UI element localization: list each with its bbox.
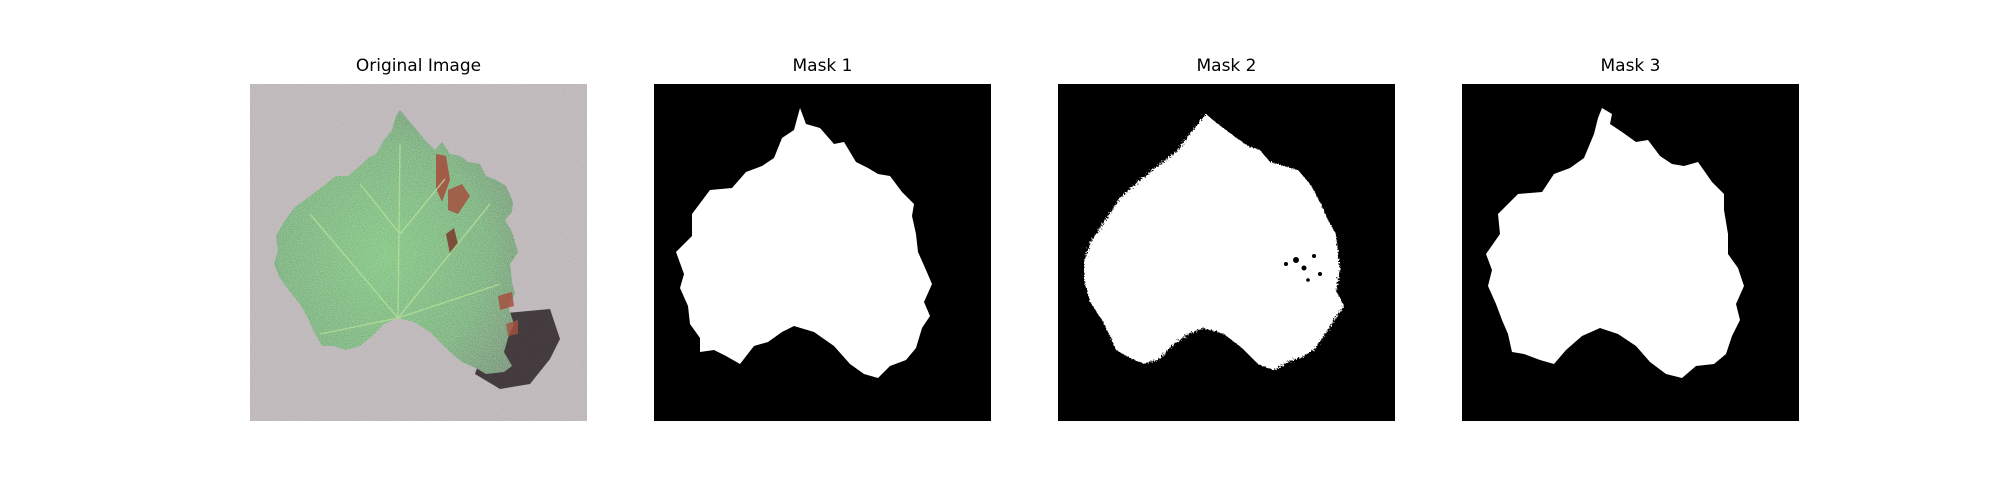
lesion <box>498 292 514 310</box>
mask-1-image <box>654 84 991 421</box>
lesion <box>448 184 470 214</box>
mask-region <box>1084 114 1344 370</box>
leaf <box>274 110 518 374</box>
lesion <box>436 154 450 202</box>
mask-2-image <box>1058 84 1395 421</box>
original-leaf-photo <box>250 84 587 421</box>
mask-region <box>1486 108 1744 378</box>
lesion <box>506 320 518 336</box>
leaf-veins <box>309 143 501 335</box>
panel-title: Mask 2 <box>1196 56 1257 76</box>
panel-original-image: Original Image <box>250 0 587 500</box>
panel-mask-3: Mask 3 <box>1462 0 1799 500</box>
mask-3-image <box>1462 84 1799 421</box>
panel-title: Original Image <box>355 56 482 76</box>
panel-title: Mask 1 <box>792 56 853 76</box>
mask-region <box>676 108 932 378</box>
panel-mask-2: Mask 2 <box>1058 0 1395 500</box>
mask-noise-spots <box>1284 254 1322 282</box>
panel-title: Mask 3 <box>1600 56 1661 76</box>
panel-mask-1: Mask 1 <box>654 0 991 500</box>
